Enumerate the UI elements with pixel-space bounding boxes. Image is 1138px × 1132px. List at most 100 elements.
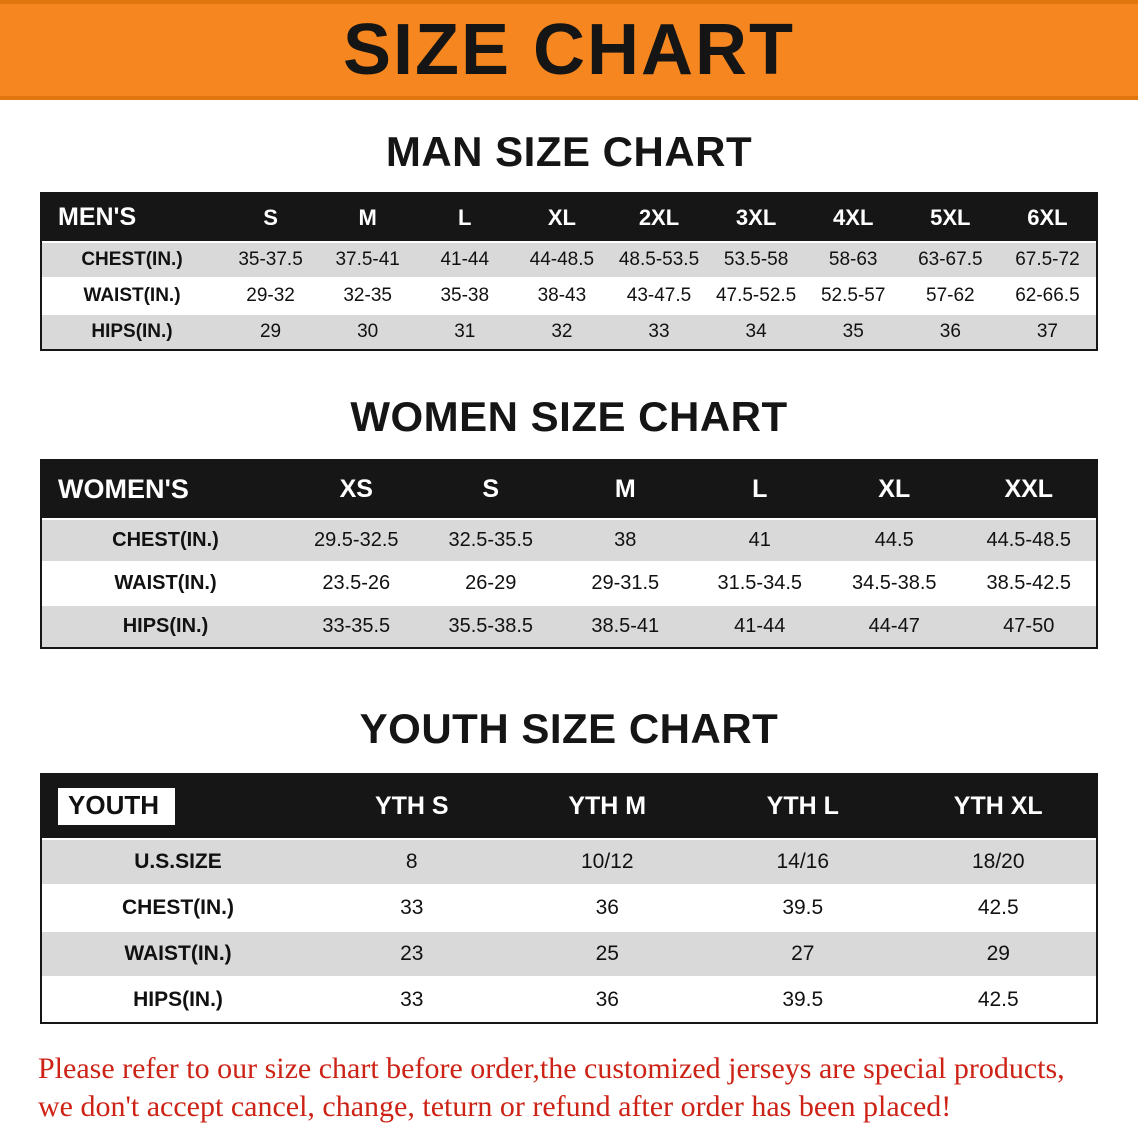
measurement-cell: 34: [707, 313, 805, 349]
measurement-cell: 57-62: [901, 277, 999, 313]
measurement-cell: 42.5: [900, 884, 1096, 930]
measurement-cell: 31: [416, 313, 514, 349]
measurement-cell: 29: [900, 930, 1096, 976]
size-column-header: XL: [827, 461, 962, 518]
size-header-row: WOMEN'S XS S M L XL XXL: [42, 461, 1096, 518]
size-column-header: 2XL: [610, 194, 708, 241]
size-column-header: M: [319, 194, 417, 241]
measurement-cell: 33-35.5: [289, 604, 424, 647]
men-section: MAN SIZE CHART MEN'S S M L XL 2XL 3XL 4XL 5XL 6XL…: [0, 128, 1138, 351]
measurement-row: HIPS(IN.) 33-35.5 35.5-38.5 38.5-41 41-44 44-…: [42, 604, 1096, 647]
measurement-row: U.S.SIZE 8 10/12 14/16 18/20: [42, 838, 1096, 884]
measurement-cell: 33: [314, 884, 510, 930]
disclaimer: Please refer to our size chart before or…: [0, 1050, 1138, 1127]
size-column-header: YTH M: [509, 775, 705, 838]
measurement-cell: 41-44: [416, 241, 514, 277]
measurement-row: WAIST(IN.) 29-32 32-35 35-38 38-43 43-47.5 47.…: [42, 277, 1096, 313]
measurement-cell: 38: [558, 518, 693, 561]
measurement-cell: 30: [319, 313, 417, 349]
measurement-cell: 35.5-38.5: [423, 604, 558, 647]
row-label: WAIST(IN.): [42, 561, 289, 604]
measurement-cell: 41-44: [692, 604, 827, 647]
youth-size-table-container: YOUTH YTH S YTH M YTH L YTH XL U.S.SIZE 8 10/12…: [40, 773, 1098, 1024]
size-column-header: YTH S: [314, 775, 510, 838]
measurement-cell: 53.5-58: [707, 241, 805, 277]
measurement-row: CHEST(IN.) 29.5-32.5 32.5-35.5 38 41 44.5 44.5…: [42, 518, 1096, 561]
measurement-cell: 43-47.5: [610, 277, 708, 313]
women-section-heading: WOMEN SIZE CHART: [350, 393, 788, 440]
measurement-cell: 39.5: [705, 884, 901, 930]
measurement-cell: 33: [314, 976, 510, 1022]
size-column-header: YTH L: [705, 775, 901, 838]
measurement-cell: 32.5-35.5: [423, 518, 558, 561]
measurement-cell: 38-43: [513, 277, 611, 313]
men-size-table-container: MEN'S S M L XL 2XL 3XL 4XL 5XL 6XL CHEST(IN.) 35-37…: [40, 192, 1098, 351]
size-column-header: 3XL: [707, 194, 805, 241]
table-title: YOUTH: [58, 788, 175, 825]
measurement-cell: 35: [804, 313, 902, 349]
measurement-cell: 32: [513, 313, 611, 349]
disclaimer-line-1: Please refer to our size chart before or…: [38, 1052, 1065, 1085]
measurement-cell: 44-48.5: [513, 241, 611, 277]
measurement-cell: 36: [509, 884, 705, 930]
row-label: CHEST(IN.): [42, 241, 222, 277]
measurement-cell: 67.5-72: [998, 241, 1096, 277]
measurement-cell: 58-63: [804, 241, 902, 277]
measurement-cell: 39.5: [705, 976, 901, 1022]
measurement-row: HIPS(IN.) 29 30 31 32 33 34 35 36 37: [42, 313, 1096, 349]
size-table: WOMEN'S XS S M L XL XXL CHEST(IN.) 29.5-32.5 32.5…: [40, 459, 1098, 649]
row-label: HIPS(IN.): [42, 604, 289, 647]
measurement-cell: 41: [692, 518, 827, 561]
measurement-cell: 62-66.5: [998, 277, 1096, 313]
table-title-cell: MEN'S: [42, 194, 222, 241]
size-header-row: MEN'S S M L XL 2XL 3XL 4XL 5XL 6XL: [42, 194, 1096, 241]
banner: SIZE CHART: [0, 0, 1138, 100]
measurement-cell: 29-32: [222, 277, 320, 313]
youth-section: YOUTH SIZE CHART YOUTH YTH S YTH M YTH L YTH…: [0, 705, 1138, 1024]
measurement-cell: 29-31.5: [558, 561, 693, 604]
measurement-cell: 42.5: [900, 976, 1096, 1022]
measurement-cell: 27: [705, 930, 901, 976]
table-title: MEN'S: [58, 203, 137, 231]
row-label: U.S.SIZE: [42, 838, 314, 884]
size-column-header: S: [423, 461, 558, 518]
measurement-cell: 36: [509, 976, 705, 1022]
size-column-header: 5XL: [901, 194, 999, 241]
measurement-cell: 37.5-41: [319, 241, 417, 277]
measurement-cell: 33: [610, 313, 708, 349]
measurement-cell: 31.5-34.5: [692, 561, 827, 604]
measurement-cell: 14/16: [705, 838, 901, 884]
size-table: MEN'S S M L XL 2XL 3XL 4XL 5XL 6XL CHEST(IN.) 35-37…: [40, 192, 1098, 351]
row-label: HIPS(IN.): [42, 313, 222, 349]
measurement-cell: 35-37.5: [222, 241, 320, 277]
size-column-header: XL: [513, 194, 611, 241]
measurement-cell: 44-47: [827, 604, 962, 647]
measurement-cell: 44.5: [827, 518, 962, 561]
measurement-cell: 29: [222, 313, 320, 349]
women-section: WOMEN SIZE CHART WOMEN'S XS S M L XL XXL CHEST(…: [0, 393, 1138, 649]
measurement-row: WAIST(IN.) 23.5-26 26-29 29-31.5 31.5-34.5 34…: [42, 561, 1096, 604]
youth-section-heading: YOUTH SIZE CHART: [359, 705, 779, 752]
disclaimer-line-2: we don't accept cancel, change, teturn o…: [38, 1090, 952, 1124]
measurement-cell: 38.5-42.5: [961, 561, 1096, 604]
measurement-row: CHEST(IN.) 33 36 39.5 42.5: [42, 884, 1096, 930]
measurement-cell: 47.5-52.5: [707, 277, 805, 313]
row-label: CHEST(IN.): [42, 518, 289, 561]
men-section-heading: MAN SIZE CHART: [385, 128, 753, 175]
measurement-cell: 8: [314, 838, 510, 884]
measurement-cell: 26-29: [423, 561, 558, 604]
women-size-table-container: WOMEN'S XS S M L XL XXL CHEST(IN.) 29.5-32.5 32.5…: [40, 459, 1098, 649]
measurement-cell: 29.5-32.5: [289, 518, 424, 561]
measurement-cell: 35-38: [416, 277, 514, 313]
size-column-header: M: [558, 461, 693, 518]
size-header-row: YOUTH YTH S YTH M YTH L YTH XL: [42, 775, 1096, 838]
measurement-cell: 37: [998, 313, 1096, 349]
measurement-cell: 36: [901, 313, 999, 349]
measurement-cell: 23.5-26: [289, 561, 424, 604]
measurement-cell: 63-67.5: [901, 241, 999, 277]
measurement-cell: 10/12: [509, 838, 705, 884]
size-column-header: L: [416, 194, 514, 241]
size-column-header: 4XL: [804, 194, 902, 241]
measurement-cell: 23: [314, 930, 510, 976]
